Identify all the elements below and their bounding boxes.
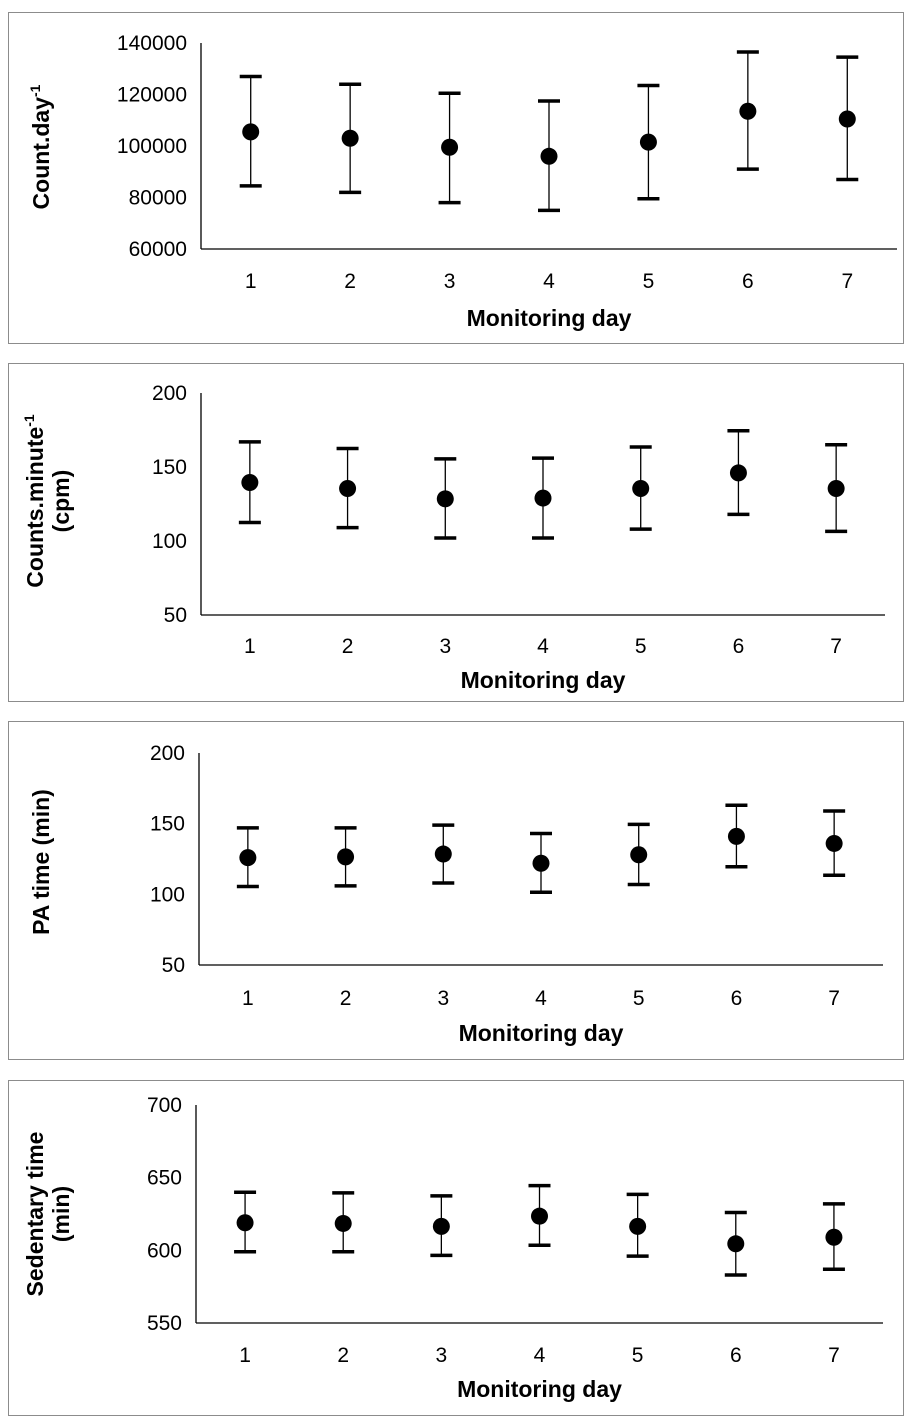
y-tick-label: 120000 [117, 84, 187, 107]
data-point [825, 834, 843, 852]
data-point [434, 845, 452, 863]
x-tick-label: 1 [242, 987, 254, 1010]
x-tick-label: 2 [342, 635, 354, 658]
x-tick-label: 7 [830, 635, 842, 658]
x-axis-title: Monitoring day [459, 1020, 624, 1046]
x-tick-label: 1 [239, 1344, 251, 1367]
x-tick-label: 6 [742, 270, 754, 293]
y-tick-label: 600 [147, 1239, 182, 1262]
y-axis-title-line2: (cpm) [48, 470, 74, 533]
x-tick-label: 6 [731, 987, 743, 1010]
data-point [838, 110, 856, 128]
data-point [241, 474, 259, 492]
y-axis-title: Count.day-1 [27, 84, 54, 209]
y-axis-title-line2: (min) [48, 1186, 74, 1242]
data-point [337, 848, 355, 866]
x-tick-label: 4 [543, 270, 555, 293]
x-tick-label: 7 [841, 270, 853, 293]
data-point [727, 827, 745, 845]
data-point [534, 489, 552, 507]
y-tick-label: 80000 [129, 187, 187, 210]
y-axis-title-group: PA time (min) [28, 789, 54, 935]
data-point [729, 464, 747, 482]
y-tick-label: 100 [150, 883, 185, 906]
chart-panel-sedentary-time: 550 600 650 700 1 2 3 4 5 6 7 Monitoring day Sedenta… [8, 1080, 904, 1416]
data-point [239, 849, 257, 867]
y-tick-label: 50 [162, 954, 185, 977]
data-point [727, 1235, 745, 1253]
x-tick-label: 6 [733, 635, 745, 658]
x-tick-label: 5 [643, 270, 655, 293]
data-point [825, 1228, 843, 1246]
data-point [242, 123, 260, 141]
y-tick-label: 140000 [117, 32, 187, 55]
chart-panel-count-day: 60000 80000 100000 120000 140000 1 2 3 4 5 6 7 Monit… [8, 12, 904, 344]
y-axis-title: Counts.minute-1 [21, 414, 48, 588]
x-tick-label: 5 [635, 635, 647, 658]
data-point [632, 479, 650, 497]
x-tick-label: 5 [633, 987, 645, 1010]
data-point [639, 133, 657, 151]
x-tick-label: 3 [437, 987, 449, 1010]
chart-sedentary-time: 550 600 650 700 1 2 3 4 5 6 7 Monitoring day Sedenta… [22, 1094, 883, 1402]
y-axis-title-group: Sedentary time (min) [22, 1132, 74, 1297]
x-axis-title: Monitoring day [467, 305, 632, 331]
y-tick-label: 100000 [117, 135, 187, 158]
x-tick-label: 2 [340, 987, 352, 1010]
y-tick-label: 150 [150, 813, 185, 836]
chart-pa-time: 50 100 150 200 1 2 3 4 5 6 7 Monitoring day PA time … [28, 742, 883, 1046]
x-tick-label: 4 [534, 1344, 546, 1367]
data-point [436, 490, 454, 508]
chart-panel-counts-minute: 50 100 150 200 1 2 3 4 5 6 7 Monitoring day Counts.m… [8, 363, 904, 702]
y-axis-title-group: Counts.minute-1(cpm) [21, 414, 74, 588]
y-axis-title: Sedentary time [22, 1132, 48, 1297]
data-point [441, 138, 459, 156]
y-tick-label: 700 [147, 1094, 182, 1117]
x-tick-label: 1 [245, 270, 257, 293]
y-tick-label: 650 [147, 1167, 182, 1190]
data-point [531, 1207, 548, 1225]
y-tick-label: 150 [152, 456, 187, 479]
x-tick-label: 4 [537, 635, 549, 658]
x-tick-label: 1 [244, 635, 256, 658]
x-tick-label: 3 [444, 270, 456, 293]
data-point [334, 1214, 352, 1232]
chart-panel-pa-time: 50 100 150 200 1 2 3 4 5 6 7 Monitoring day PA time … [8, 721, 904, 1060]
chart-count-day: 60000 80000 100000 120000 140000 1 2 3 4 5 6 7 Monit… [27, 32, 897, 331]
x-tick-label: 5 [632, 1344, 644, 1367]
y-tick-label: 60000 [129, 238, 187, 261]
x-tick-label: 4 [535, 987, 547, 1010]
y-tick-label: 100 [152, 530, 187, 553]
data-point [236, 1214, 254, 1232]
data-point [630, 846, 648, 864]
data-point [339, 479, 357, 497]
y-tick-label: 50 [164, 604, 187, 627]
y-tick-label: 200 [150, 742, 185, 765]
y-tick-label: 550 [147, 1312, 182, 1335]
data-point [739, 102, 757, 120]
x-axis-title: Monitoring day [461, 667, 626, 693]
x-axis-title: Monitoring day [457, 1376, 622, 1402]
data-point [341, 129, 359, 147]
data-point [432, 1217, 450, 1235]
data-point [827, 479, 845, 497]
y-axis-title-group: Count.day-1 [27, 84, 54, 209]
y-axis-title: PA time (min) [28, 789, 54, 935]
y-tick-label: 200 [152, 382, 187, 405]
x-tick-label: 3 [439, 635, 451, 658]
data-point [532, 854, 550, 872]
x-tick-label: 2 [344, 270, 356, 293]
chart-counts-minute: 50 100 150 200 1 2 3 4 5 6 7 Monitoring day Counts.m… [21, 382, 885, 693]
x-tick-label: 7 [828, 1344, 840, 1367]
x-tick-label: 6 [730, 1344, 742, 1367]
x-tick-label: 2 [337, 1344, 349, 1367]
data-point [629, 1217, 647, 1235]
x-tick-label: 3 [436, 1344, 448, 1367]
data-point [540, 147, 558, 165]
x-tick-label: 7 [828, 987, 840, 1010]
